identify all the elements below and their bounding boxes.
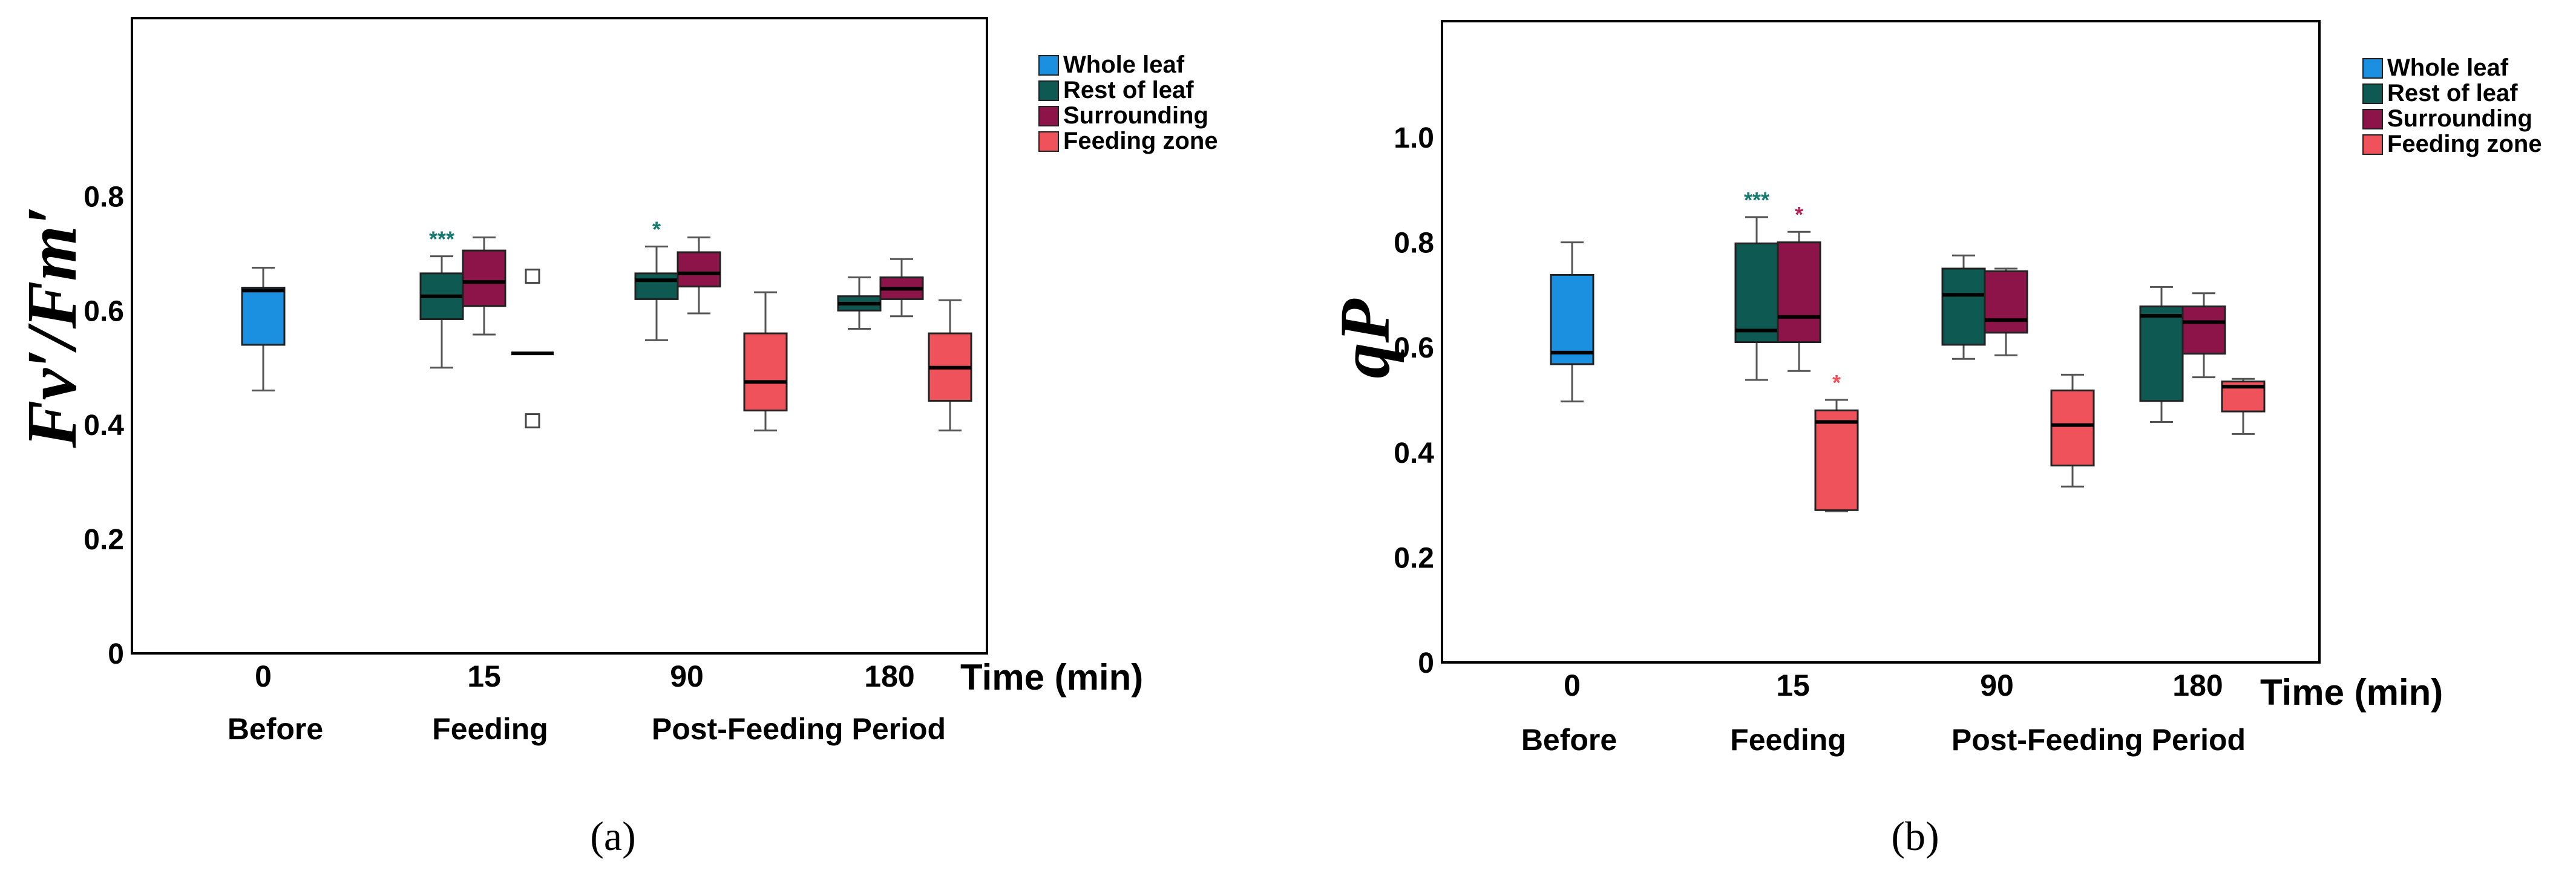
legend-swatch-feeding-zone — [1038, 131, 1059, 152]
box-whole-leaf-0-iqr — [1550, 273, 1594, 365]
legend-swatch-surrounding — [1038, 106, 1059, 126]
panel-a: 00.20.40.60.8 *** * Fv′/Fm′ 0 15 90 180 T… — [12, 17, 1218, 859]
period-labels-b: Before Feeding Post-Feeding Period — [1521, 723, 2246, 757]
y-tick-label: 0 — [1418, 647, 1434, 679]
y-tick-label: 0.8 — [84, 181, 124, 213]
x-tick-label: 15 — [467, 659, 501, 693]
x-axis-label-a: Time (min) — [960, 657, 1143, 698]
panel-label-a: (a) — [590, 813, 635, 859]
box-feeding-zone-15-outlier — [525, 413, 540, 429]
period-label-before: Before — [228, 712, 323, 746]
legend-swatch-whole-leaf — [1038, 55, 1059, 76]
box-rest-of-leaf-90-iqr — [634, 272, 679, 300]
legend-label-feeding-zone: Feeding zone — [2387, 131, 2542, 157]
period-label-feeding: Feeding — [1730, 723, 1846, 757]
x-tick-labels-b: 0 15 90 180 — [1564, 668, 2223, 702]
box-surrounding-15-significance: * — [1795, 202, 1803, 227]
legend-label-feeding-zone: Feeding zone — [1063, 128, 1218, 154]
plot-marks-a: *** * — [241, 217, 972, 432]
plot-frame-a — [131, 17, 988, 655]
box-feeding-zone-90-iqr — [743, 332, 788, 412]
y-tick-label: 0.4 — [1394, 437, 1434, 469]
y-axis-label-a: Fv′/Fm′ — [12, 206, 91, 449]
y-tick-label: 0.4 — [84, 410, 124, 442]
period-label-feeding: Feeding — [432, 712, 548, 746]
legend-label-surrounding: Surrounding — [1063, 102, 1208, 129]
y-tick-labels-b: 0 0.2 0.4 0.6 0.8 1.0 — [1394, 122, 1434, 679]
y-tick-label: 1.0 — [1394, 122, 1434, 154]
y-tick-label: 0.6 — [84, 295, 124, 327]
box-rest-of-leaf-90-significance: * — [652, 217, 661, 242]
y-tick-label: 0.2 — [1394, 542, 1434, 574]
box-feeding-zone-15-outlier — [525, 269, 540, 284]
y-tick-label: 0.6 — [1394, 332, 1434, 364]
period-label-post-feeding: Post-Feeding Period — [1952, 723, 2246, 757]
y-tick-label: 0 — [108, 638, 124, 670]
box-surrounding-15-iqr — [462, 249, 506, 307]
legend-label-whole-leaf: Whole leaf — [2387, 54, 2509, 81]
box-feeding-zone-90-iqr — [2050, 389, 2095, 466]
y-tick-label: 0.8 — [1394, 227, 1434, 260]
plot-frame-b — [1441, 20, 2321, 664]
box-surrounding-90-iqr — [677, 251, 721, 288]
x-axis-label-b: Time (min) — [2260, 672, 2443, 713]
box-surrounding-15-iqr — [1777, 241, 1821, 344]
legend-swatch-whole-leaf — [2362, 58, 2383, 79]
x-tick-label: 90 — [670, 659, 704, 693]
legend-swatch-surrounding — [2362, 109, 2383, 129]
box-surrounding-90-iqr — [1984, 270, 2028, 334]
box-rest-of-leaf-90-iqr — [1941, 267, 1986, 346]
x-tick-label: 0 — [1564, 668, 1581, 702]
period-label-before: Before — [1521, 723, 1617, 757]
x-tick-labels-a: 0 15 90 180 — [255, 659, 915, 693]
y-tick-labels-a: 0 0.2 0.4 0.6 0.8 — [84, 181, 124, 670]
x-tick-label: 90 — [1980, 668, 2014, 702]
y-axis-label-b: qP — [1325, 299, 1404, 379]
box-rest-of-leaf-15-significance: *** — [1744, 188, 1769, 212]
box-rest-of-leaf-15-iqr — [1734, 242, 1779, 344]
legend-swatch-rest-of-leaf — [2362, 83, 2383, 104]
legend-swatch-feeding-zone — [2362, 134, 2383, 155]
period-label-post-feeding: Post-Feeding Period — [652, 712, 946, 746]
x-tick-label: 180 — [864, 659, 914, 693]
x-tick-label: 15 — [1776, 668, 1810, 702]
y-tick-label: 0.2 — [84, 524, 124, 556]
period-labels-a: Before Feeding Post-Feeding Period — [228, 712, 946, 746]
box-feeding-zone-15-significance: * — [1832, 370, 1841, 395]
plot-marks-b: ***** — [1550, 188, 2266, 512]
x-tick-label: 180 — [2172, 668, 2223, 702]
legend-label-rest-of-leaf: Rest of leaf — [2387, 80, 2518, 106]
legend-label-rest-of-leaf: Rest of leaf — [1063, 77, 1194, 103]
box-surrounding-180-iqr — [2181, 305, 2226, 355]
legend-label-whole-leaf: Whole leaf — [1063, 51, 1185, 78]
box-rest-of-leaf-180-iqr — [2139, 305, 2184, 402]
legend-swatch-rest-of-leaf — [1038, 80, 1059, 101]
panel-b: 00.20.40.60.81.0 ***** qP 0 15 90 180 Ti… — [1325, 20, 2542, 859]
panel-label-b: (b) — [1891, 813, 1939, 859]
box-whole-leaf-0-iqr — [241, 287, 286, 346]
x-tick-label: 0 — [255, 659, 272, 693]
box-feeding-zone-15-iqr — [1814, 409, 1859, 511]
legend-label-surrounding: Surrounding — [2387, 105, 2532, 132]
box-rest-of-leaf-15-significance: *** — [429, 227, 454, 252]
